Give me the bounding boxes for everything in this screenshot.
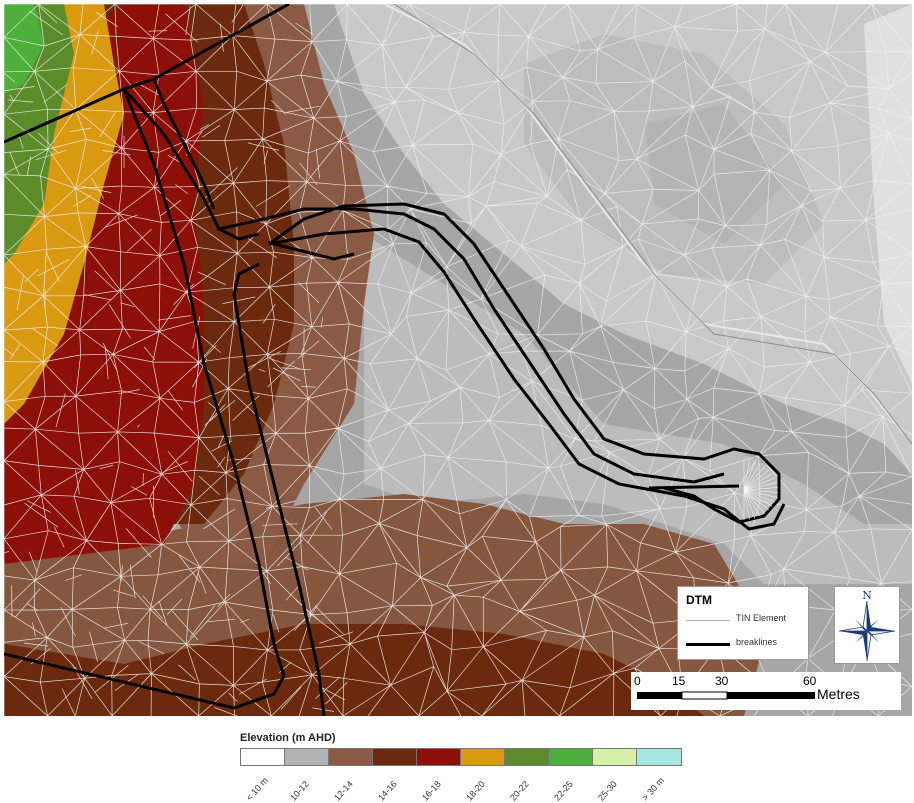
scale-bar: 0 15 30 60 Metres (631, 672, 901, 710)
scale-tick-60: 60 (803, 674, 817, 688)
elevation-class-label: < 10 m (244, 775, 271, 803)
tin-edges-dense (4, 4, 354, 716)
breakline-channel-tail (273, 242, 355, 261)
dark-brown-zone-14-16 (4, 624, 704, 716)
elevation-legend-title: Elevation (m AHD) (240, 732, 336, 744)
elevation-map[interactable] (4, 4, 912, 716)
fan-edges (743, 460, 778, 520)
tin-element-label: TIN Element (736, 613, 787, 623)
legend-item-breaklines: breaklines (686, 637, 806, 651)
breakline-road-inner (152, 78, 216, 210)
scale-bar-graphic (637, 691, 815, 700)
breakline-channel-end (648, 484, 740, 490)
elevation-swatches (240, 748, 682, 766)
channel-end-fan (743, 460, 778, 520)
creek-line-dark (393, 4, 912, 445)
elevation-swatch (549, 749, 593, 765)
elevation-class-label: 16-18 (420, 778, 443, 803)
breaklines-swatch (686, 643, 730, 646)
elevation-swatch (241, 749, 285, 765)
breakline-road-right (232, 262, 326, 716)
elevation-swatch (417, 749, 461, 765)
breakline-top (4, 4, 290, 144)
north-arrow-icon: N (838, 589, 896, 662)
elevation-class-label: 18-20 (464, 778, 487, 803)
elevation-class-label: > 30 m (640, 775, 667, 803)
breakline-road-top (122, 88, 260, 241)
breakline-road-left (4, 88, 286, 710)
elevation-swatch (285, 749, 329, 765)
scale-tick-30: 30 (715, 674, 729, 688)
scale-tick-0: 0 (634, 674, 641, 688)
elevation-swatch (373, 749, 417, 765)
dtm-legend: DTM TIN Element breaklines (677, 586, 809, 660)
dtm-legend-title: DTM (686, 593, 712, 607)
breakline-channel-mid (218, 207, 725, 484)
light-facet-right (864, 4, 912, 384)
tin-element-swatch (686, 620, 730, 621)
scale-units: Metres (817, 686, 860, 702)
elevation-class-label: 20-22 (508, 778, 531, 803)
scale-tick-15: 15 (672, 674, 686, 688)
breaklines (4, 4, 786, 716)
elevation-swatch (505, 749, 549, 765)
map-canvas (4, 4, 912, 716)
elevation-class-label: 12-14 (332, 778, 355, 803)
elevation-swatch (461, 749, 505, 765)
elevation-swatch (329, 749, 373, 765)
breakline-channel-inner (268, 227, 786, 531)
north-label: N (862, 589, 872, 602)
north-arrow-box: N (834, 586, 900, 664)
elevation-class-label: 25-30 (596, 778, 619, 803)
elevation-swatch (637, 749, 681, 765)
breaklines-label: breaklines (736, 637, 778, 647)
elevation-class-label: 22-25 (552, 778, 575, 803)
elevation-swatch (593, 749, 637, 765)
breakline-channel-outer (268, 202, 781, 524)
elevation-class-label: 14-16 (376, 778, 399, 803)
elevation-class-label: 10-12 (288, 778, 311, 803)
legend-item-tin-element: TIN Element (686, 613, 806, 627)
